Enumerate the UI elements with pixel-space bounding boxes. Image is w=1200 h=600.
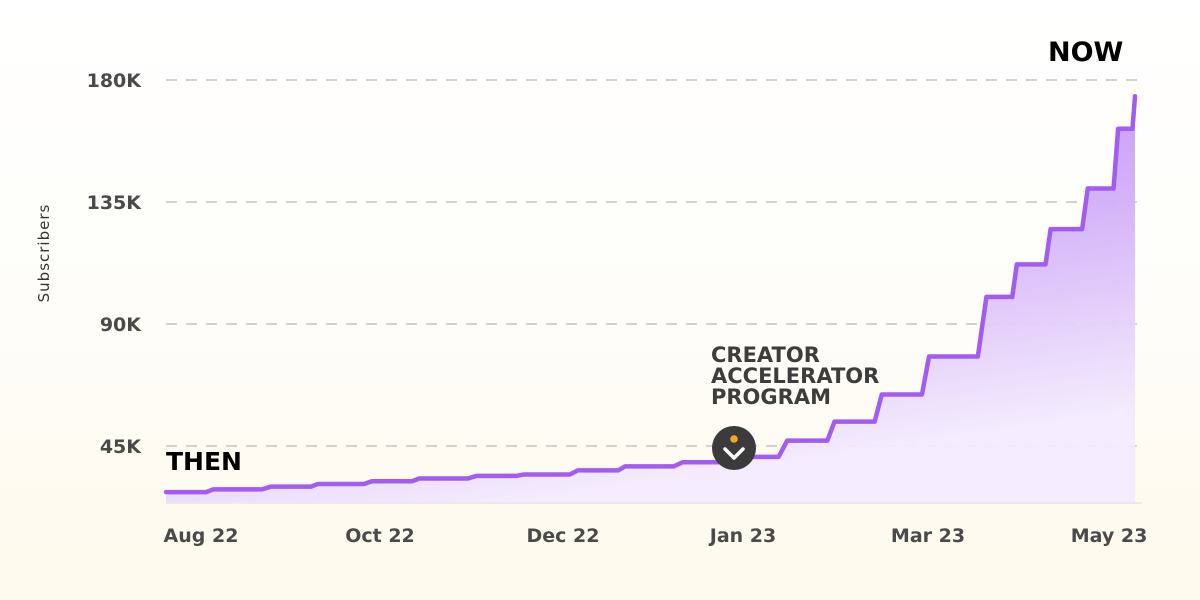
then-label: THEN — [166, 447, 242, 476]
program-annotation: CREATOR ACCELERATOR PROGRAM — [711, 343, 879, 409]
x-tick-label: Oct 22 — [345, 525, 415, 547]
series-area — [166, 96, 1135, 503]
program-marker — [712, 426, 756, 470]
y-tick-label: 180K — [87, 70, 143, 92]
x-tick-label: Dec 22 — [527, 525, 600, 547]
annotation-line-1: CREATOR — [711, 343, 820, 367]
x-tick-label: Jan 23 — [708, 525, 776, 547]
x-tick-label: Mar 23 — [891, 525, 965, 547]
y-axis-label: Subscribers — [35, 204, 53, 303]
marker-circle — [712, 426, 756, 470]
now-label: NOW — [1048, 37, 1123, 68]
plot-area — [163, 94, 1138, 503]
grid-lines: 45K 90K 135K 180K — [87, 70, 1142, 458]
marker-dot — [730, 435, 738, 443]
annotation-line-3: PROGRAM — [711, 385, 831, 409]
chevron-down-icon — [723, 447, 745, 460]
annotation-line-2: ACCELERATOR — [711, 364, 879, 388]
y-tick-label: 90K — [100, 314, 142, 336]
x-tick-label: May 23 — [1071, 525, 1148, 547]
axes: Aug 22 Oct 22 Dec 22 Jan 23 Mar 23 May 23 — [164, 502, 1148, 547]
y-tick-label: 45K — [100, 436, 142, 458]
x-tick-label: Aug 22 — [164, 525, 239, 547]
y-tick-label: 135K — [87, 192, 143, 214]
